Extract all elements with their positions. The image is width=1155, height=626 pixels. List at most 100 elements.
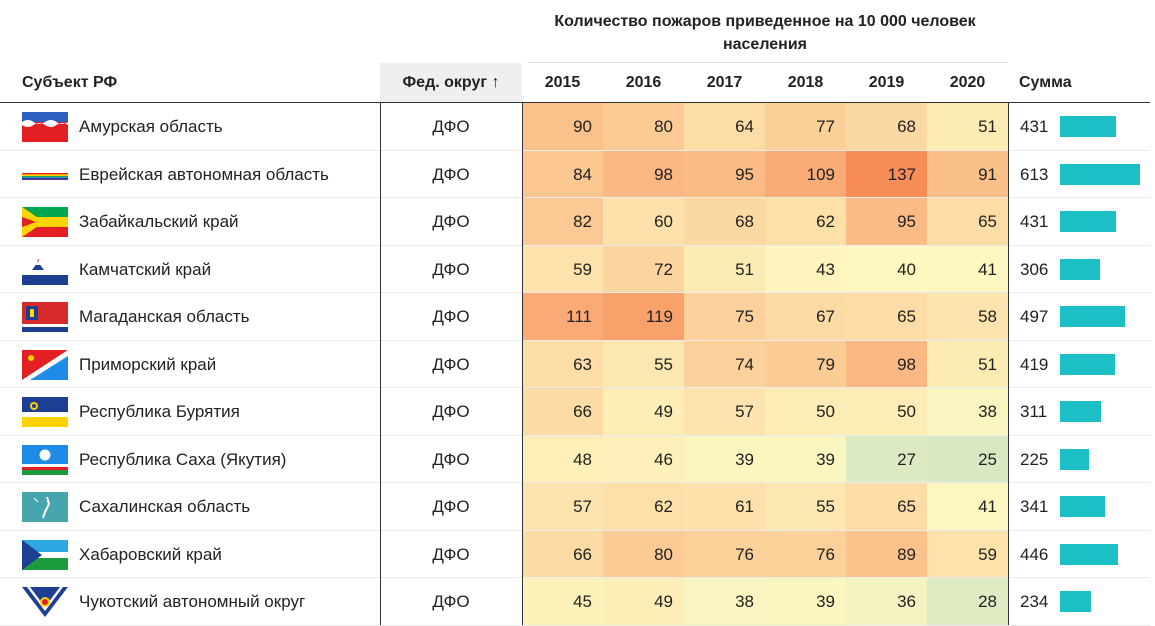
amur-oblast-flag-icon <box>22 112 68 142</box>
heat-cell-2018: 109 <box>765 150 846 198</box>
sum-bar <box>1060 448 1089 470</box>
sakhalin-flag-icon <box>22 492 68 522</box>
row-divider <box>0 387 1150 388</box>
subject-name: Забайкальский край <box>79 212 239 231</box>
subject-name: Республика Саха (Якутия) <box>79 449 287 469</box>
heat-cell-2020: 65 <box>927 198 1008 246</box>
heat-cell-2017: 68 <box>684 198 765 246</box>
column-header-sum[interactable]: Сумма <box>1019 73 1072 91</box>
chukotka-flag-icon <box>22 587 68 617</box>
heat-cell-2017: 76 <box>684 530 765 578</box>
sum-bar <box>1060 258 1100 280</box>
heat-cell-2019: 50 <box>846 388 927 436</box>
column-header-year[interactable]: 2019 <box>868 73 905 91</box>
heat-cell-2015: 59 <box>522 245 603 293</box>
heat-cell-2020: 59 <box>927 530 1008 578</box>
primorsky-flag-icon <box>22 349 68 380</box>
row-divider <box>0 197 1150 198</box>
sum-value: 431 <box>1020 212 1049 231</box>
heat-cell-2015: 66 <box>522 388 603 436</box>
table-row[interactable]: Сахалинская область ДФО 57 62 61 55 65 41 341 <box>0 483 1155 531</box>
federal-district: ДФО <box>432 307 470 326</box>
heat-cell-2017: 51 <box>684 245 765 293</box>
row-divider <box>0 339 1150 341</box>
group-title-rule <box>528 62 1008 63</box>
header-rule <box>0 102 1150 103</box>
heat-cell-2017: 75 <box>684 293 765 341</box>
heat-cell-2019: 65 <box>846 483 927 531</box>
heat-cell-2015: 90 <box>522 103 603 151</box>
sum-value: 431 <box>1020 117 1049 136</box>
sum-bar <box>1060 496 1105 517</box>
heat-cell-2018: 39 <box>765 435 846 483</box>
table-row[interactable]: Еврейская автономная область ДФО 84 98 95 109… <box>0 150 1155 198</box>
heat-cell-2015: 66 <box>522 530 603 578</box>
table-row[interactable]: Забайкальский край ДФО 82 60 68 62 95 65 431 <box>0 198 1155 246</box>
column-header-district[interactable]: Фед. округ ↑ <box>380 63 522 102</box>
heat-cell-2020: 41 <box>927 245 1008 293</box>
column-header-year[interactable]: 2015 <box>544 73 581 91</box>
sum-bar <box>1060 211 1116 232</box>
heat-cell-2015: 48 <box>522 435 603 483</box>
subject-name: Хабаровский край <box>79 544 222 564</box>
subject-name: Еврейская автономная область <box>79 164 329 184</box>
sum-bar <box>1060 543 1118 565</box>
heat-cell-2019: 98 <box>846 340 927 388</box>
subject-name: Амурская область <box>79 117 223 136</box>
sum-value: 419 <box>1020 354 1049 374</box>
row-divider <box>0 434 1150 436</box>
heat-cell-2019: 40 <box>846 245 927 293</box>
heat-cell-2020: 58 <box>927 293 1008 341</box>
federal-district: ДФО <box>432 544 470 564</box>
heat-cell-2019: 65 <box>846 293 927 341</box>
table-row[interactable]: Амурская область ДФО 90 80 64 77 68 51 431 <box>0 103 1155 151</box>
sakha-flag-icon <box>22 444 68 475</box>
sum-bar <box>1060 306 1125 327</box>
row-divider <box>0 244 1150 246</box>
column-header-year[interactable]: 2016 <box>625 73 662 91</box>
column-header-subject[interactable]: Субъект РФ <box>22 73 118 91</box>
table-row[interactable]: Магаданская область ДФО 111 119 75 67 65 58 497 <box>0 293 1155 341</box>
divider-district <box>522 103 523 625</box>
heat-cell-2016: 60 <box>603 198 684 246</box>
column-header-year[interactable]: 2017 <box>706 73 743 91</box>
table-row[interactable]: Республика Саха (Якутия) ДФО 48 46 39 39 27 25 2… <box>0 435 1155 483</box>
heat-cell-2018: 43 <box>765 245 846 293</box>
heat-cell-2016: 80 <box>603 103 684 151</box>
zabaykalsky-flag-icon <box>22 207 68 237</box>
divider-subject <box>380 103 381 625</box>
heat-cell-2019: 95 <box>846 198 927 246</box>
subject-name: Чукотский автономный округ <box>79 592 306 611</box>
heat-cell-2018: 62 <box>765 198 846 246</box>
subject-name: Камчатский край <box>79 259 212 279</box>
table-row[interactable]: Хабаровский край ДФО 66 80 76 76 89 59 446 <box>0 530 1155 578</box>
sum-value: 225 <box>1020 449 1049 469</box>
heat-cell-2015: 82 <box>522 198 603 246</box>
table-row[interactable]: Чукотский автономный округ ДФО 45 49 38 39 36 2… <box>0 578 1155 626</box>
heat-cell-2018: 39 <box>765 578 846 626</box>
table-row[interactable]: Республика Бурятия ДФО 66 49 57 50 50 38 311 <box>0 388 1155 436</box>
heat-cell-2020: 91 <box>927 150 1008 198</box>
federal-district: ДФО <box>432 354 470 374</box>
heat-cell-2018: 79 <box>765 340 846 388</box>
heat-cell-2019: 27 <box>846 435 927 483</box>
sum-value: 497 <box>1020 307 1049 326</box>
column-header-year[interactable]: 2018 <box>787 73 824 91</box>
heat-cell-2017: 39 <box>684 435 765 483</box>
column-header-year[interactable]: 2020 <box>949 73 986 91</box>
table-row[interactable]: Камчатский край ДФО 59 72 51 43 40 41 306 <box>0 245 1155 293</box>
heat-cell-2020: 38 <box>927 388 1008 436</box>
subject-name: Республика Бурятия <box>79 402 240 421</box>
sum-value: 311 <box>1020 402 1048 421</box>
heat-cell-2017: 61 <box>684 483 765 531</box>
sum-value: 613 <box>1020 164 1049 184</box>
table-row[interactable]: Приморский край ДФО 63 55 74 79 98 51 419 <box>0 340 1155 388</box>
federal-district: ДФО <box>432 592 470 611</box>
heat-cell-2020: 51 <box>927 103 1008 151</box>
heat-cell-2018: 50 <box>765 388 846 436</box>
kamchatka-flag-icon <box>22 254 68 285</box>
heat-cell-2016: 98 <box>603 150 684 198</box>
row-divider <box>0 149 1150 151</box>
heat-cell-2019: 89 <box>846 530 927 578</box>
sum-value: 306 <box>1020 259 1049 279</box>
